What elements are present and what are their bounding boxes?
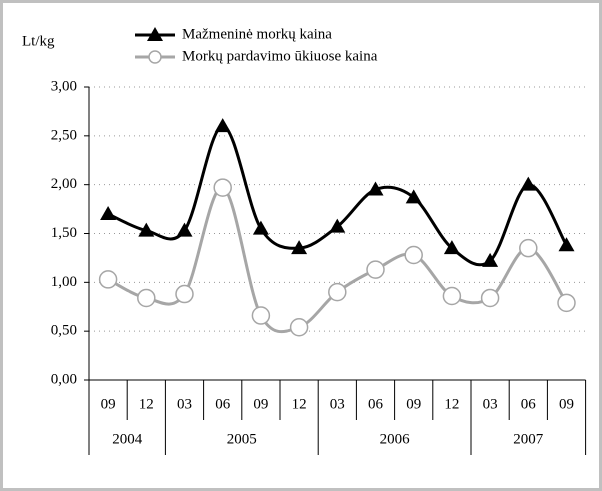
marker — [289, 318, 309, 337]
marker — [138, 222, 155, 237]
marker — [137, 288, 156, 308]
marker — [480, 288, 500, 308]
marker — [251, 306, 271, 325]
marker — [443, 240, 460, 255]
x-tick-label: 12 — [444, 396, 459, 412]
marker — [214, 118, 231, 133]
marker — [442, 286, 462, 306]
x-group-label: 2004 — [112, 431, 143, 447]
x-tick-label: 09 — [101, 396, 116, 412]
marker — [557, 293, 576, 313]
legend-label: Morkų pardavimo ūkiuose kaina — [182, 48, 378, 64]
y-tick-label: 0,50 — [51, 323, 77, 339]
marker — [404, 245, 423, 265]
marker — [328, 282, 347, 302]
marker — [482, 252, 499, 267]
marker — [176, 222, 193, 237]
x-tick-label: 12 — [292, 396, 307, 412]
marker — [405, 189, 422, 204]
marker — [520, 176, 537, 191]
marker — [98, 270, 118, 289]
marker — [213, 178, 232, 197]
marker — [329, 218, 346, 233]
y-tick-label: 3,00 — [51, 78, 77, 94]
x-group-label: 2005 — [227, 431, 257, 447]
y-tick-label: 0,00 — [51, 371, 77, 387]
legend-label: Mažmeninė morkų kaina — [182, 26, 332, 42]
legend-marker — [148, 50, 162, 64]
y-tick-label: 2,50 — [51, 127, 77, 143]
marker — [100, 205, 117, 220]
x-tick-label: 09 — [253, 396, 268, 412]
x-tick-label: 03 — [330, 396, 345, 412]
y-tick-label: 1,50 — [51, 225, 77, 241]
x-group-label: 2007 — [513, 431, 544, 447]
x-tick-label: 03 — [177, 396, 192, 412]
y-axis-label: Lt/kg — [22, 33, 55, 49]
x-tick-label: 06 — [215, 396, 231, 412]
x-tick-label: 09 — [559, 396, 574, 412]
x-tick-label: 12 — [139, 396, 154, 412]
x-group-label: 2006 — [380, 431, 411, 447]
x-tick-label: 06 — [368, 396, 384, 412]
x-tick-label: 09 — [406, 396, 421, 412]
legend-marker — [147, 27, 163, 41]
y-tick-label: 2,00 — [51, 176, 77, 192]
marker — [367, 181, 384, 196]
marker — [175, 284, 194, 304]
marker — [291, 240, 308, 255]
x-tick-label: 06 — [521, 396, 537, 412]
marker — [519, 238, 538, 258]
y-tick-label: 1,00 — [51, 274, 77, 290]
marker — [252, 220, 269, 235]
marker — [366, 260, 385, 279]
marker — [558, 237, 575, 252]
x-tick-label: 03 — [483, 396, 498, 412]
